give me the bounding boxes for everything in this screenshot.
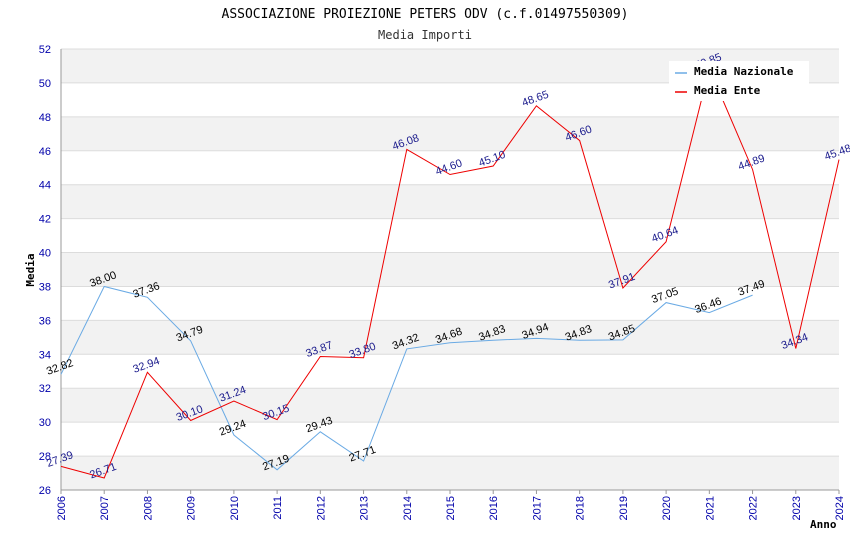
x-tick-label: 2009	[186, 496, 198, 520]
y-tick-label: 26	[39, 485, 51, 497]
y-tick-label: 36	[39, 315, 51, 327]
data-label: 44.89	[737, 152, 767, 173]
data-label: 36.46	[693, 295, 723, 316]
x-tick-label: 2017	[531, 496, 543, 520]
x-tick-label: 2006	[56, 496, 68, 520]
series-line	[60, 285, 753, 471]
y-tick-label: 44	[39, 180, 51, 192]
grid-band	[61, 320, 839, 355]
x-tick-label: 2013	[359, 496, 371, 520]
y-tick-label: 32	[39, 383, 51, 395]
grid-bands	[61, 49, 839, 490]
grid-band	[61, 116, 839, 151]
x-tick-label: 2012	[315, 496, 327, 520]
chart-title: ASSOCIAZIONE PROIEZIONE PETERS ODV (c.f.…	[222, 7, 629, 22]
legend-label-media-ente: Media Ente	[694, 84, 761, 97]
y-tick-label: 38	[39, 281, 51, 293]
y-tick-label: 46	[39, 146, 51, 158]
x-tick-label: 2007	[99, 496, 111, 520]
x-tick-label: 2011	[272, 496, 284, 520]
y-axis-label: Media	[24, 253, 37, 286]
grid-band	[61, 456, 839, 490]
x-tick-label: 2010	[229, 496, 241, 520]
y-tick-label: 40	[39, 248, 51, 260]
data-label: 48.65	[520, 89, 550, 110]
x-tick-labels: 2006 2007 2008 2009 2010 2011 2012 2013 2014 2015…	[56, 496, 846, 520]
legend-label-media-nazionale: Media Nazionale	[694, 65, 794, 78]
x-tick-label: 2019	[618, 496, 630, 520]
y-tick-label: 34	[39, 349, 51, 361]
grid-band	[61, 252, 839, 287]
y-tick-labels: 26 28 30 32 34 36 38 40 42 44 46 48 50 52	[39, 44, 51, 497]
x-tick-label: 2016	[488, 496, 500, 520]
x-axis-label: Anno	[810, 518, 837, 531]
axes	[60, 49, 840, 494]
chart-subtitle: Media Importi	[378, 28, 472, 42]
y-tick-label: 52	[39, 44, 51, 56]
y-tick-label: 48	[39, 112, 51, 124]
x-tick-label: 2008	[142, 496, 154, 520]
y-tick-label: 50	[39, 78, 51, 90]
x-tick-label: 2021	[704, 496, 716, 520]
data-label: 44.60	[434, 157, 464, 178]
grid-band	[61, 388, 839, 423]
x-tick-label: 2024	[834, 496, 846, 520]
x-tick-label: 2015	[445, 496, 457, 520]
x-tick-label: 2023	[791, 496, 803, 520]
x-tick-label: 2014	[402, 496, 414, 520]
data-label: 32.94	[131, 355, 161, 376]
x-tick-label: 2018	[575, 496, 587, 520]
legend-box	[669, 61, 809, 101]
y-tick-label: 30	[39, 417, 51, 429]
y-tick-label: 42	[39, 214, 51, 226]
grid-band	[61, 184, 839, 219]
x-tick-label: 2020	[661, 496, 673, 520]
x-tick-label: 2022	[748, 496, 760, 520]
y-tick-label: 28	[39, 451, 51, 463]
legend: Media Nazionale Media Ente	[669, 61, 809, 101]
